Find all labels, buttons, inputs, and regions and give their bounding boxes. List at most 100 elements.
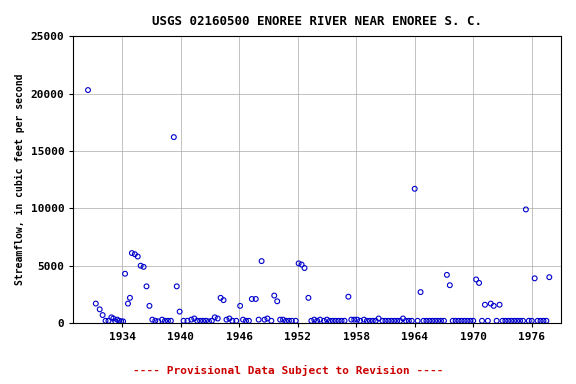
Point (119, 318, 128, 324)
Point (448, 318, 457, 324)
Point (107, 314, 116, 320)
Point (91, 301, 100, 307)
Point (399, 315, 408, 321)
Point (272, 298, 282, 305)
Point (204, 318, 214, 324)
Point (192, 318, 202, 324)
Point (442, 272, 452, 278)
Point (437, 318, 446, 324)
Point (378, 318, 387, 324)
Point (355, 318, 365, 324)
Point (95, 306, 104, 313)
Point (527, 318, 536, 324)
Point (451, 318, 460, 324)
Point (104, 318, 113, 324)
Point (536, 318, 545, 324)
Point (404, 318, 414, 324)
Point (139, 264, 148, 270)
Point (457, 318, 466, 324)
Point (275, 316, 285, 323)
Point (328, 318, 338, 324)
Point (281, 318, 290, 324)
Point (463, 318, 472, 324)
Point (313, 318, 322, 324)
Y-axis label: Streamflow, in cubic feet per second: Streamflow, in cubic feet per second (15, 74, 25, 285)
Point (518, 318, 528, 324)
Point (513, 318, 522, 324)
Point (396, 318, 405, 324)
Point (222, 316, 231, 323)
Point (504, 318, 513, 324)
Point (145, 303, 154, 309)
Point (386, 318, 396, 324)
Point (297, 262, 306, 268)
Point (270, 293, 279, 299)
Point (460, 318, 469, 324)
Point (260, 316, 269, 323)
Point (465, 318, 475, 324)
Point (183, 318, 192, 324)
Point (190, 315, 199, 321)
Point (530, 275, 539, 281)
Point (498, 318, 507, 324)
Point (225, 315, 234, 321)
Point (263, 315, 272, 321)
Point (478, 318, 487, 324)
Point (492, 318, 501, 324)
Point (287, 318, 297, 324)
Point (344, 294, 353, 300)
Point (154, 318, 163, 324)
Point (325, 318, 335, 324)
Point (413, 318, 422, 324)
Point (501, 318, 510, 324)
Point (267, 318, 276, 324)
Point (545, 274, 554, 280)
Point (416, 289, 425, 295)
Point (148, 316, 157, 323)
Point (539, 318, 548, 324)
Point (371, 318, 380, 324)
Point (533, 318, 542, 324)
Point (216, 295, 225, 301)
Point (113, 316, 122, 323)
Point (294, 260, 303, 266)
Point (495, 302, 504, 308)
Point (123, 301, 132, 307)
Point (427, 318, 437, 324)
Point (516, 318, 525, 324)
Text: ---- Provisional Data Subject to Revision ----: ---- Provisional Data Subject to Revisio… (132, 365, 444, 376)
Point (247, 296, 256, 302)
Point (109, 315, 118, 321)
Point (169, 134, 179, 140)
Point (347, 316, 356, 323)
Point (164, 318, 173, 324)
Point (120, 271, 130, 277)
Point (232, 318, 241, 324)
Point (365, 318, 374, 324)
Point (241, 318, 251, 324)
Point (244, 318, 253, 324)
Point (331, 318, 340, 324)
Point (187, 316, 196, 323)
Point (320, 318, 329, 324)
Point (542, 318, 551, 324)
Point (175, 308, 184, 314)
Point (475, 280, 484, 286)
Point (469, 318, 478, 324)
Point (179, 318, 188, 324)
Point (445, 282, 454, 288)
Point (254, 316, 263, 323)
Point (359, 316, 369, 323)
Point (133, 253, 142, 260)
Point (410, 186, 419, 192)
Point (136, 263, 145, 269)
Point (340, 318, 349, 324)
Point (236, 303, 245, 309)
Point (210, 314, 219, 320)
Point (353, 316, 362, 323)
Point (300, 265, 309, 271)
Point (374, 315, 383, 321)
Point (207, 318, 217, 324)
Point (126, 295, 135, 301)
Point (304, 295, 313, 301)
